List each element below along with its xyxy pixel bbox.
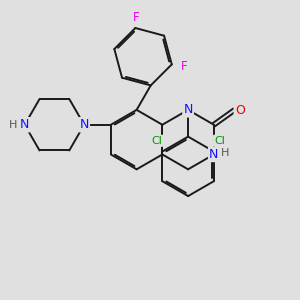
Text: N: N: [20, 118, 29, 131]
Text: H: H: [9, 120, 18, 130]
Text: F: F: [181, 60, 188, 74]
Text: Cl: Cl: [151, 136, 162, 146]
Text: N: N: [183, 103, 193, 116]
Text: F: F: [133, 11, 140, 24]
Text: H: H: [221, 148, 229, 158]
Text: O: O: [235, 103, 245, 117]
Text: N: N: [209, 148, 218, 161]
Text: N: N: [80, 118, 89, 131]
Text: Cl: Cl: [214, 136, 225, 146]
